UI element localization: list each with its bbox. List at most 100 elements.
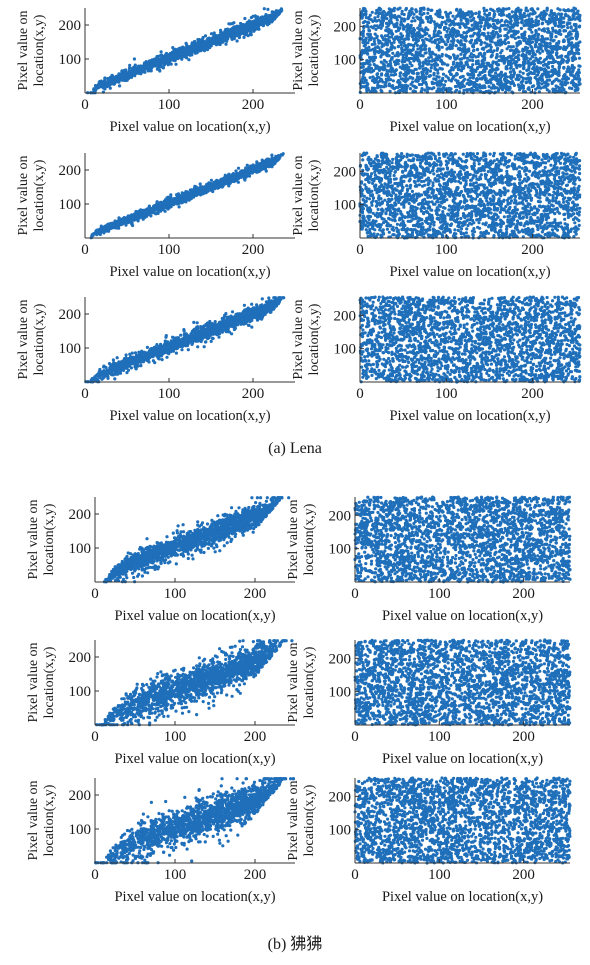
data-point bbox=[536, 35, 539, 38]
data-point bbox=[397, 39, 400, 42]
data-point bbox=[160, 50, 163, 53]
data-point bbox=[572, 10, 575, 13]
data-point bbox=[540, 67, 543, 70]
data-point bbox=[547, 55, 550, 58]
data-point bbox=[232, 21, 235, 24]
data-point bbox=[456, 14, 459, 17]
data-point bbox=[266, 8, 269, 11]
data-point bbox=[402, 41, 405, 44]
data-point bbox=[255, 22, 258, 25]
data-point bbox=[150, 60, 153, 63]
data-point bbox=[371, 11, 374, 14]
data-point bbox=[361, 76, 364, 79]
data-point bbox=[362, 30, 365, 33]
data-point bbox=[377, 19, 380, 22]
x-tick-label: 100 bbox=[158, 97, 181, 113]
data-point bbox=[479, 52, 482, 55]
data-point bbox=[372, 56, 375, 59]
data-point bbox=[458, 58, 461, 61]
data-point bbox=[485, 45, 488, 48]
data-point bbox=[167, 53, 170, 56]
data-point bbox=[171, 58, 174, 61]
data-point bbox=[554, 35, 557, 38]
data-point bbox=[480, 77, 483, 80]
data-point bbox=[412, 38, 415, 41]
data-point bbox=[551, 27, 554, 30]
data-point bbox=[258, 17, 261, 20]
data-point bbox=[259, 21, 262, 24]
data-point bbox=[95, 86, 98, 89]
data-point bbox=[452, 76, 455, 79]
data-point bbox=[551, 73, 554, 76]
data-point bbox=[511, 10, 514, 13]
data-point bbox=[247, 34, 250, 37]
data-point bbox=[263, 7, 266, 10]
data-point bbox=[509, 22, 512, 25]
data-point bbox=[393, 60, 396, 63]
data-point bbox=[132, 71, 135, 74]
data-point bbox=[264, 13, 267, 16]
data-point bbox=[486, 16, 489, 19]
data-point bbox=[578, 57, 581, 60]
data-point bbox=[101, 82, 104, 85]
data-point bbox=[371, 43, 374, 46]
data-point bbox=[227, 22, 230, 25]
data-point bbox=[174, 63, 177, 66]
data-point bbox=[250, 22, 253, 25]
data-point bbox=[121, 75, 124, 78]
data-point bbox=[553, 80, 556, 83]
data-point bbox=[522, 72, 525, 75]
data-point bbox=[425, 83, 428, 86]
data-point bbox=[144, 65, 147, 68]
data-point bbox=[401, 60, 404, 63]
data-point bbox=[414, 8, 417, 11]
data-point bbox=[410, 20, 413, 23]
data-point bbox=[454, 58, 457, 61]
data-point bbox=[120, 69, 123, 72]
data-point bbox=[419, 51, 422, 54]
data-point bbox=[547, 52, 550, 55]
data-point bbox=[438, 47, 441, 50]
data-point bbox=[509, 70, 512, 73]
data-point bbox=[482, 7, 485, 10]
data-point bbox=[577, 52, 580, 55]
data-point bbox=[548, 90, 551, 93]
data-point bbox=[415, 68, 418, 71]
data-point bbox=[405, 58, 408, 61]
data-point bbox=[239, 29, 242, 32]
data-point bbox=[458, 91, 461, 94]
data-point bbox=[433, 67, 436, 70]
data-point bbox=[388, 82, 391, 85]
data-point bbox=[163, 57, 166, 60]
data-point bbox=[227, 31, 230, 34]
data-point bbox=[520, 27, 523, 30]
data-point bbox=[545, 75, 548, 78]
data-point bbox=[572, 7, 575, 10]
data-point bbox=[387, 69, 390, 72]
data-point bbox=[171, 54, 174, 57]
data-point bbox=[534, 21, 537, 24]
data-point bbox=[466, 57, 469, 60]
data-point bbox=[446, 63, 449, 66]
data-point bbox=[158, 68, 161, 71]
data-point bbox=[489, 43, 492, 46]
data-point bbox=[489, 25, 492, 28]
data-point bbox=[401, 50, 404, 53]
data-point bbox=[506, 24, 509, 27]
data-point bbox=[509, 49, 512, 52]
data-point bbox=[103, 85, 106, 88]
data-point bbox=[531, 7, 534, 10]
data-point bbox=[538, 28, 541, 31]
data-point bbox=[416, 47, 419, 50]
data-point bbox=[365, 16, 368, 19]
data-point bbox=[535, 19, 538, 22]
data-point bbox=[499, 51, 502, 54]
data-point bbox=[185, 42, 188, 45]
data-point bbox=[479, 25, 482, 28]
data-point bbox=[406, 78, 409, 81]
data-point bbox=[124, 72, 127, 75]
data-point bbox=[386, 54, 389, 57]
data-point bbox=[276, 13, 279, 16]
data-point bbox=[458, 64, 461, 67]
data-point bbox=[459, 76, 462, 79]
